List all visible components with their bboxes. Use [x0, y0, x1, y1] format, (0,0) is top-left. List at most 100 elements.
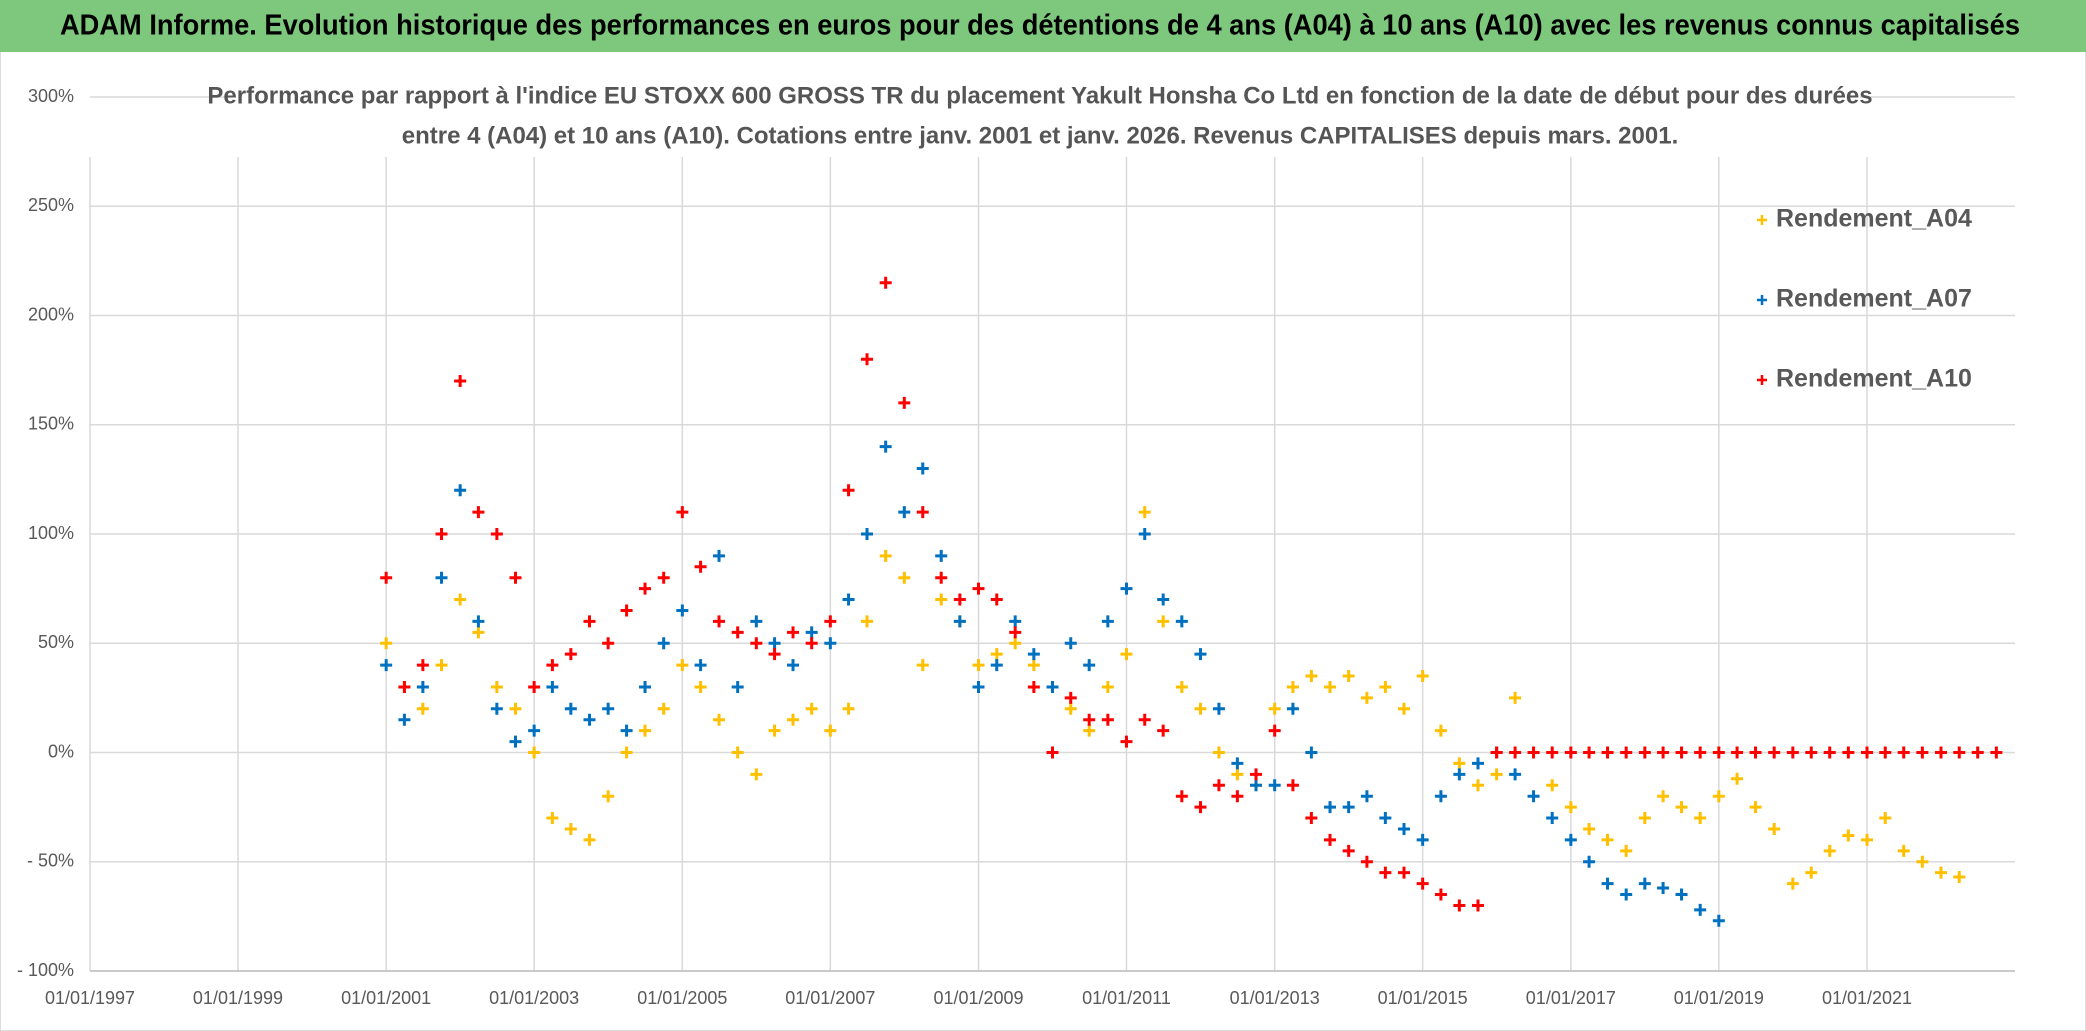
point: [1231, 757, 1244, 770]
point: [1897, 844, 1910, 857]
point: [1194, 648, 1207, 661]
point: [1101, 713, 1114, 726]
x-tick-label: 01/01/2021: [1822, 988, 1912, 1008]
point: [1027, 659, 1040, 672]
point: [509, 571, 522, 584]
point: [1046, 680, 1059, 693]
point: [1379, 812, 1392, 825]
point: [750, 637, 763, 650]
point: [1175, 615, 1188, 628]
point: [916, 462, 929, 475]
point: [1194, 801, 1207, 814]
point: [1583, 855, 1596, 868]
point: [1805, 866, 1818, 879]
point: [528, 746, 541, 759]
point: [1101, 615, 1114, 628]
point: [564, 702, 577, 715]
point: [713, 713, 726, 726]
point: [1490, 768, 1503, 781]
point: [1472, 899, 1484, 912]
point: [768, 724, 781, 737]
subtitle-box: [230, 78, 1860, 154]
point: [824, 637, 837, 650]
point: [1083, 659, 1096, 672]
point: [1620, 844, 1633, 857]
point: [1749, 801, 1762, 814]
point: [1749, 746, 1762, 759]
point: [1360, 790, 1373, 803]
point: [1694, 812, 1707, 825]
title-bar: [0, 0, 2086, 52]
point: [639, 582, 652, 595]
point: [546, 812, 559, 825]
point: [1342, 844, 1355, 857]
x-tick-label: 01/01/2017: [1526, 988, 1616, 1008]
point: [472, 506, 485, 519]
point: [380, 637, 393, 650]
point: [1953, 746, 1966, 759]
point: [657, 571, 670, 584]
point: [1935, 746, 1948, 759]
x-tick-label: 01/01/2007: [785, 988, 875, 1008]
point: [768, 648, 781, 661]
x-tick-label: 01/01/2015: [1378, 988, 1468, 1008]
point: [1027, 648, 1040, 661]
point: [1694, 903, 1707, 916]
point: [1009, 637, 1022, 650]
point: [1379, 680, 1392, 693]
point: [435, 659, 448, 672]
point: [972, 680, 985, 693]
point: [416, 702, 429, 715]
point: [990, 648, 1003, 661]
point: [805, 626, 818, 639]
point: [1620, 888, 1633, 901]
point: [1434, 790, 1447, 803]
point: [935, 593, 948, 606]
point: [1286, 702, 1299, 715]
point: [1360, 691, 1373, 704]
point: [1064, 637, 1077, 650]
point: [1472, 779, 1484, 792]
point: [1712, 746, 1725, 759]
point: [602, 702, 615, 715]
legend-label: Rendement_A04: [1776, 205, 1972, 233]
point: [731, 680, 744, 693]
point: [490, 702, 503, 715]
point: [1064, 691, 1077, 704]
point: [731, 626, 744, 639]
point: [1120, 648, 1133, 661]
point: [435, 571, 448, 584]
point: [1305, 812, 1318, 825]
point: [1564, 746, 1577, 759]
x-tick-label: 01/01/1999: [193, 988, 283, 1008]
x-tick-label: 01/01/1997: [45, 988, 135, 1008]
point: [1268, 779, 1281, 792]
point: [1842, 746, 1855, 759]
point: [1434, 888, 1447, 901]
point: [1823, 844, 1836, 857]
point: [805, 702, 818, 715]
point: [842, 484, 855, 497]
point: [1527, 746, 1540, 759]
point: [1620, 746, 1633, 759]
point: [879, 549, 892, 562]
point: [750, 615, 763, 628]
point: [935, 549, 948, 562]
point: [509, 735, 522, 748]
point: [1157, 593, 1170, 606]
point: [861, 353, 874, 366]
point: [1546, 812, 1559, 825]
point: [454, 484, 467, 497]
point: [787, 713, 800, 726]
point: [731, 746, 744, 759]
point: [1935, 866, 1948, 879]
point: [1953, 871, 1966, 884]
point: [1398, 866, 1411, 879]
point: [1453, 757, 1466, 770]
x-tick-label: 01/01/2003: [489, 988, 579, 1008]
point: [1509, 768, 1522, 781]
point: [1657, 790, 1670, 803]
y-tick-label: 200%: [28, 304, 74, 324]
